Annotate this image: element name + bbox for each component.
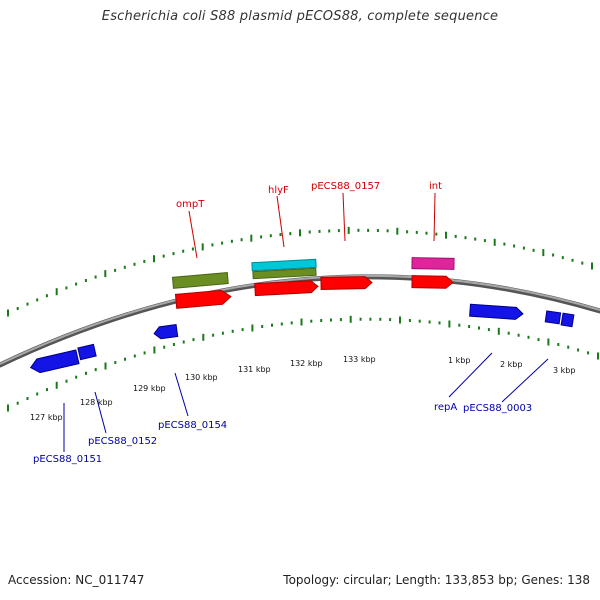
gene-label-repA[interactable]: repA bbox=[434, 402, 457, 413]
leader-pECS88-0152 bbox=[94, 391, 107, 434]
gene-int-red[interactable] bbox=[411, 275, 454, 289]
leader-pECS88-0003 bbox=[501, 358, 549, 403]
gene-label-pECS88-0154[interactable]: pECS88_0154 bbox=[158, 420, 227, 431]
gene-label-pECS88-0152[interactable]: pECS88_0152 bbox=[88, 436, 157, 447]
gene-label-int[interactable]: int bbox=[429, 181, 442, 192]
leader-ompT bbox=[188, 210, 198, 259]
gene-ompT-red[interactable] bbox=[174, 289, 232, 309]
leader-repA bbox=[448, 352, 493, 398]
scale-label: 133 kbp bbox=[343, 355, 376, 364]
gene-label-pECS88-0151[interactable]: pECS88_0151 bbox=[33, 454, 102, 465]
map-title: Escherichia coli S88 plasmid pECOS88, co… bbox=[101, 9, 499, 24]
summary-text: Topology: circular; Length: 133,853 bp; … bbox=[283, 573, 590, 587]
outer-tick-ring bbox=[7, 226, 593, 317]
scale-label: 129 kbp bbox=[133, 384, 166, 393]
accession-text: Accession: NC_011747 bbox=[8, 573, 145, 587]
inner-tick-ring bbox=[7, 315, 599, 412]
gene-label-pECS88-0003[interactable]: pECS88_0003 bbox=[463, 403, 532, 414]
scale-label: 3 kbp bbox=[553, 366, 575, 375]
scale-label: 132 kbp bbox=[290, 359, 323, 368]
gene-pECS88-0157-red[interactable] bbox=[320, 276, 373, 290]
gene-hlyF-red[interactable] bbox=[254, 280, 319, 297]
gene-label-pECS88-0157[interactable]: pECS88_0157 bbox=[311, 181, 380, 192]
gene-label-ompT[interactable]: ompT bbox=[176, 199, 205, 210]
scale-label: 131 kbp bbox=[238, 365, 271, 374]
leader-hlyF bbox=[276, 195, 285, 248]
gene-hlyF-olive[interactable] bbox=[252, 267, 317, 280]
gene-pECS88-0003-blue-a[interactable] bbox=[544, 310, 562, 325]
gene-repA-blue[interactable] bbox=[469, 303, 524, 320]
leader-int bbox=[433, 192, 436, 242]
leader-pECS88-0154 bbox=[174, 372, 189, 417]
scale-label: 1 kbp bbox=[448, 356, 470, 365]
gene-pECS88-0003-blue-b[interactable] bbox=[560, 312, 575, 328]
plasmid-backbone-highlight bbox=[0, 274, 600, 365]
gene-pECS88-0152-blue[interactable] bbox=[77, 343, 97, 361]
gene-ompT-olive[interactable] bbox=[171, 272, 229, 289]
leader-pECS88-0157 bbox=[342, 192, 346, 242]
gene-pECS88-0151-blue[interactable] bbox=[29, 349, 80, 374]
scale-label: 2 kbp bbox=[500, 360, 522, 369]
gene-label-hlyF[interactable]: hlyF bbox=[268, 185, 289, 196]
gene-int-magenta[interactable] bbox=[411, 257, 455, 270]
scale-label: 130 kbp bbox=[185, 373, 218, 382]
scale-label: 127 kbp bbox=[30, 413, 63, 422]
scale-label: 128 kbp bbox=[80, 398, 113, 407]
gene-hlyF-cyan[interactable] bbox=[251, 258, 317, 272]
gene-pECS88-0154-blue[interactable] bbox=[153, 323, 179, 340]
